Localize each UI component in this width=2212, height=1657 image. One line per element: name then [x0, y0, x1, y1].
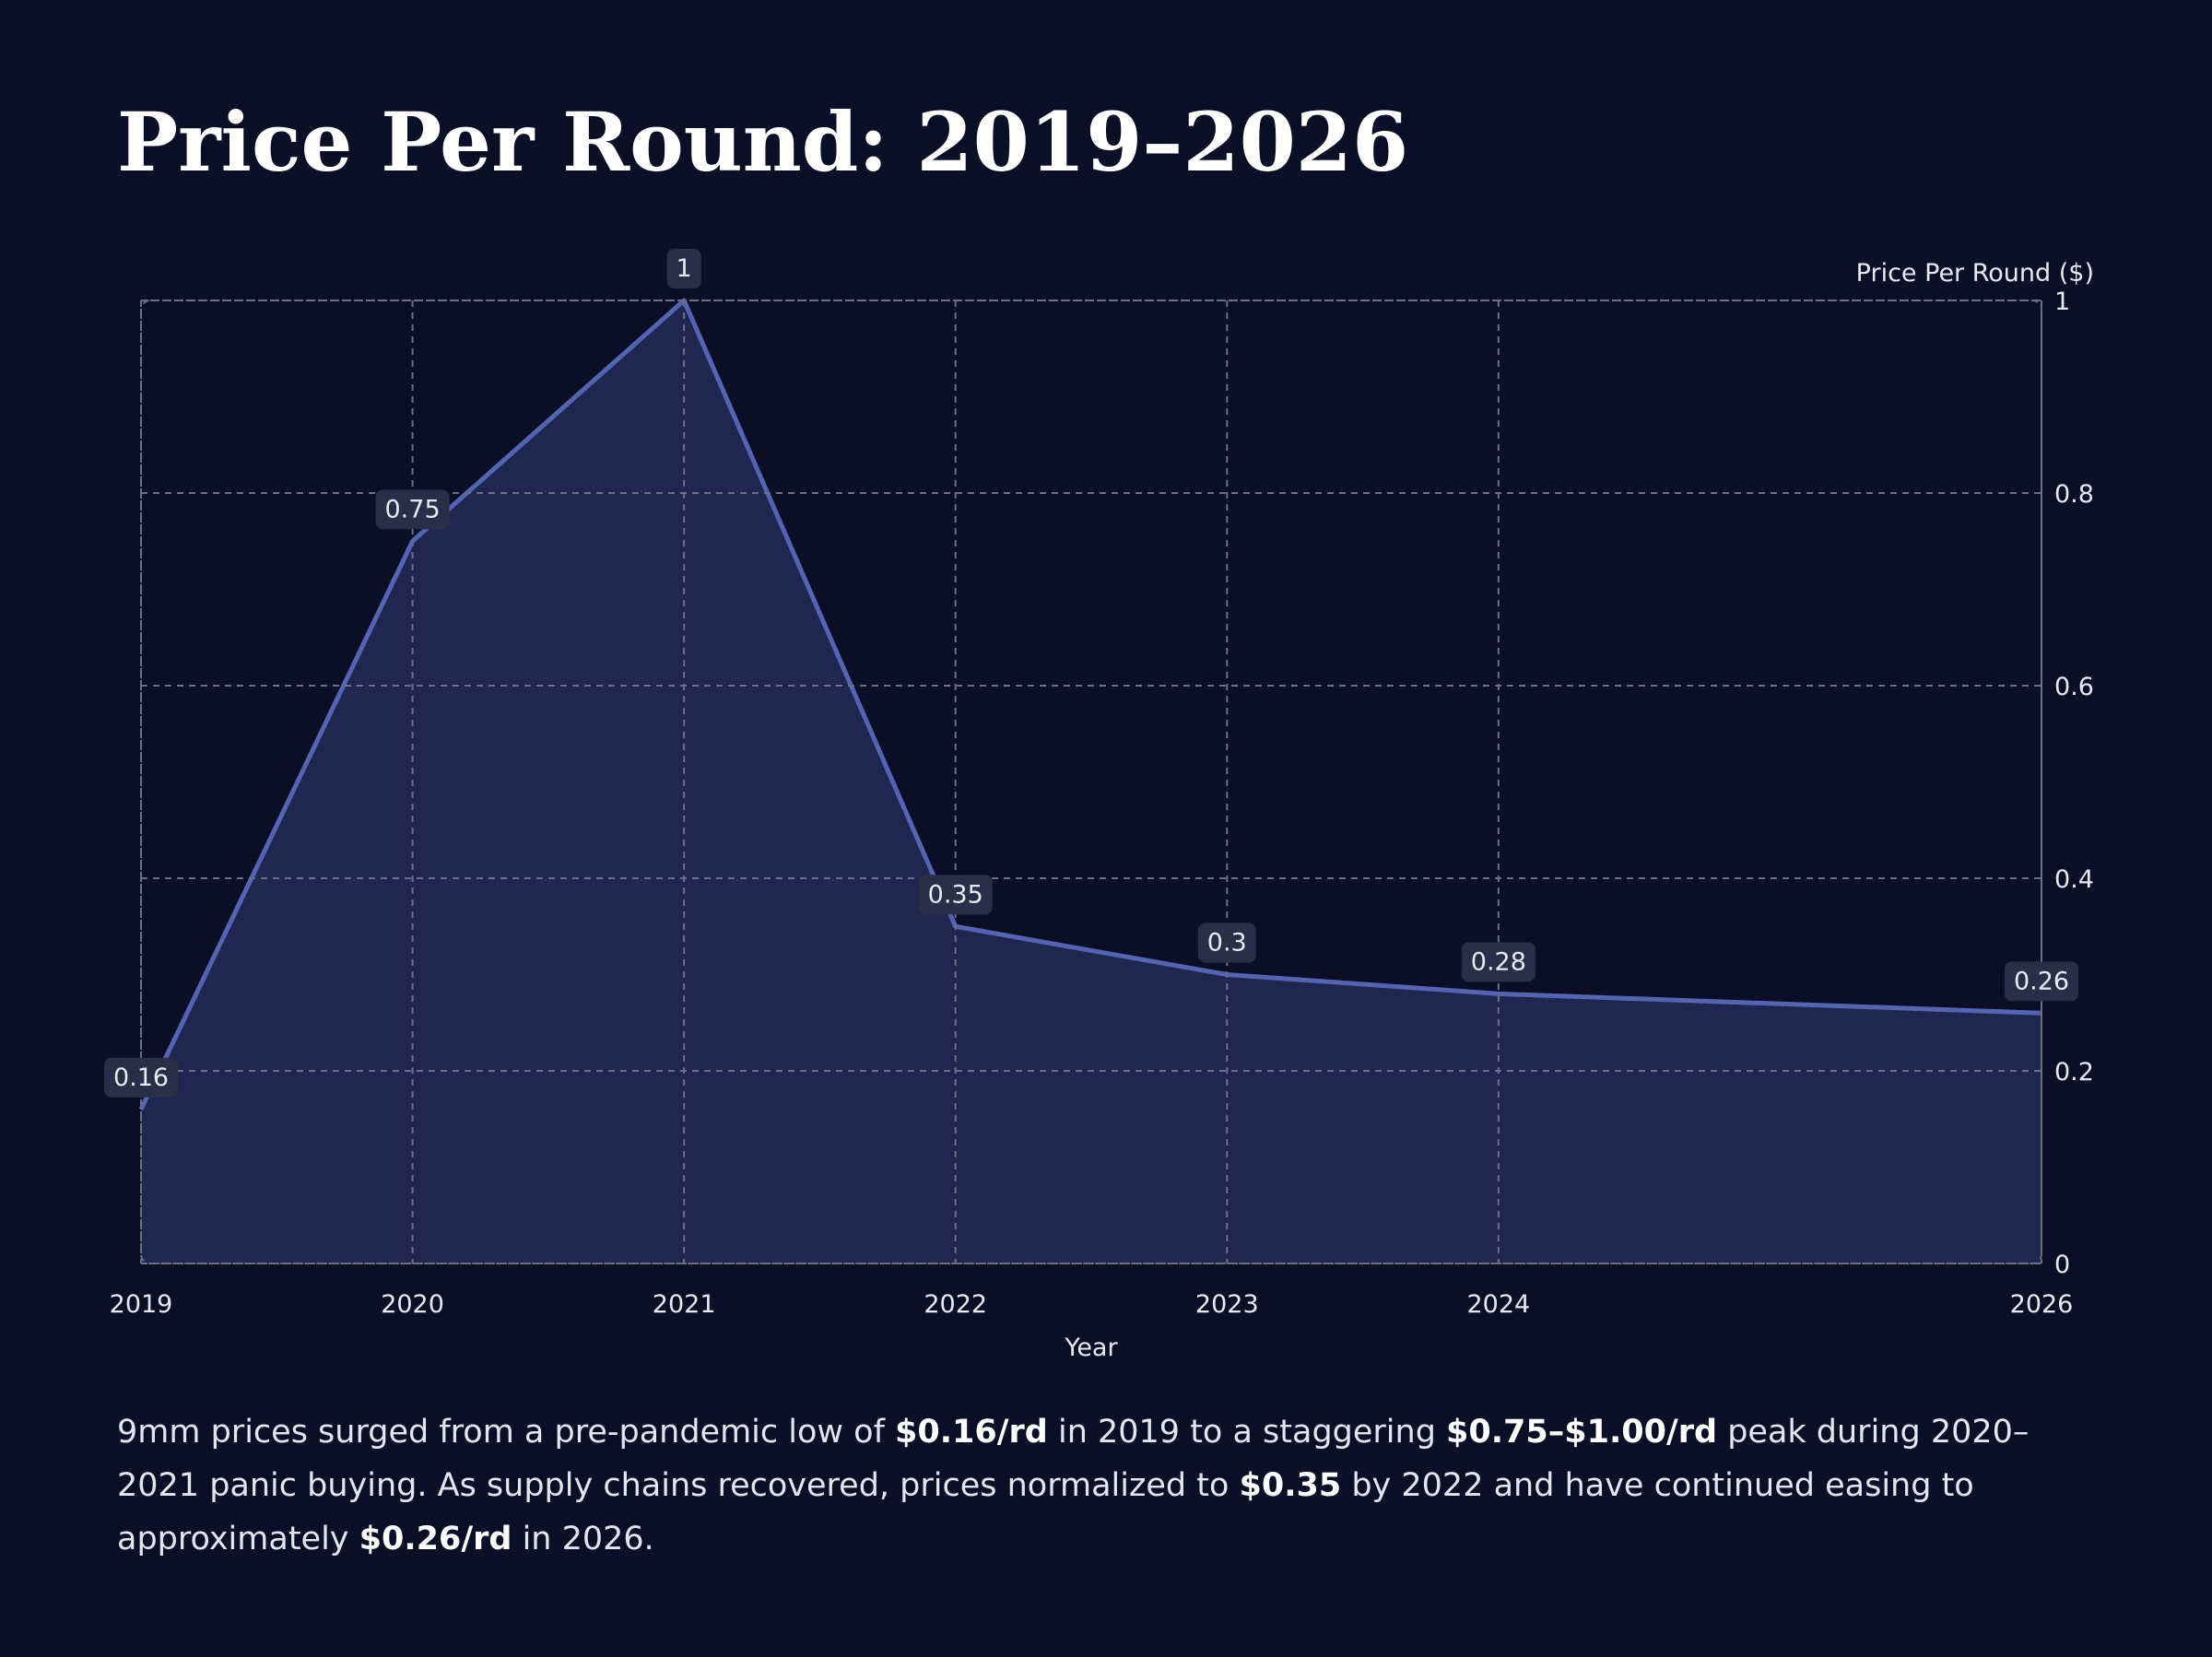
y-tick-label: 0.2 [2054, 1058, 2094, 1087]
value-label-group: 1 [666, 249, 701, 288]
value-label-group: 0.35 [918, 875, 993, 915]
value-label-group: 0.28 [1461, 942, 1535, 982]
caption: 9mm prices surged from a pre-pandemic lo… [117, 1405, 2043, 1566]
caption-bold: $0.35 [1239, 1467, 1342, 1504]
y-tick-label: 0 [2054, 1251, 2070, 1279]
x-tick-label: 2023 [1195, 1290, 1259, 1319]
x-tick-label: 2026 [2010, 1290, 2074, 1319]
x-axis-title: Year [1064, 1334, 1118, 1362]
value-label-group: 0.75 [375, 489, 450, 530]
value-label-bg [918, 875, 993, 915]
caption-text: 9mm prices surged from a pre-pandemic lo… [117, 1414, 896, 1451]
area [141, 300, 2041, 1263]
value-label-group: 0.16 [103, 1057, 179, 1098]
x-tick-label: 2022 [924, 1290, 987, 1319]
value-label-bg [1197, 923, 1256, 963]
y-axis-title: Price Per Round ($) [1856, 259, 2094, 288]
value-label: 0.3 [1207, 929, 1247, 958]
chart-title: Price Per Round: 2019–2026 [117, 94, 1408, 190]
x-tick-label: 2019 [110, 1290, 173, 1319]
value-label-bg [2004, 961, 2079, 1002]
x-tick-label: 2024 [1466, 1290, 1530, 1319]
value-label: 0.26 [2014, 967, 2069, 995]
y-tick-label: 0.4 [2054, 865, 2094, 894]
caption-text: peak during 2020–2021 panic buying. As s… [117, 1414, 2030, 1504]
value-label: 0.35 [928, 880, 983, 909]
value-label: 1 [677, 254, 692, 283]
x-tick-label: 2020 [381, 1290, 444, 1319]
value-label-group: 0.3 [1197, 923, 1256, 963]
value-label-bg [103, 1057, 179, 1098]
value-label: 0.16 [113, 1064, 169, 1092]
caption-bold: $0.26/rd [359, 1521, 512, 1557]
y-tick-label: 1 [2054, 288, 2070, 316]
caption-text: in 2026. [512, 1521, 654, 1557]
y-tick-label: 0.6 [2054, 673, 2094, 701]
x-tick-label: 2021 [653, 1290, 716, 1319]
caption-bold: $0.75–$1.00/rd [1446, 1414, 1718, 1451]
caption-bold: $0.16/rd [895, 1414, 1048, 1451]
value-label-bg [375, 489, 450, 530]
caption-text: in 2019 to a staggering [1047, 1414, 1447, 1451]
value-label: 0.28 [1471, 947, 1526, 976]
value-label-group: 0.26 [2004, 961, 2079, 1002]
caption-text: by 2022 and have continued easing to app… [117, 1467, 1974, 1557]
value-label: 0.75 [385, 495, 441, 523]
value-label-bg [666, 249, 701, 288]
value-label-bg [1461, 942, 1535, 982]
y-tick-label: 0.8 [2054, 480, 2094, 509]
